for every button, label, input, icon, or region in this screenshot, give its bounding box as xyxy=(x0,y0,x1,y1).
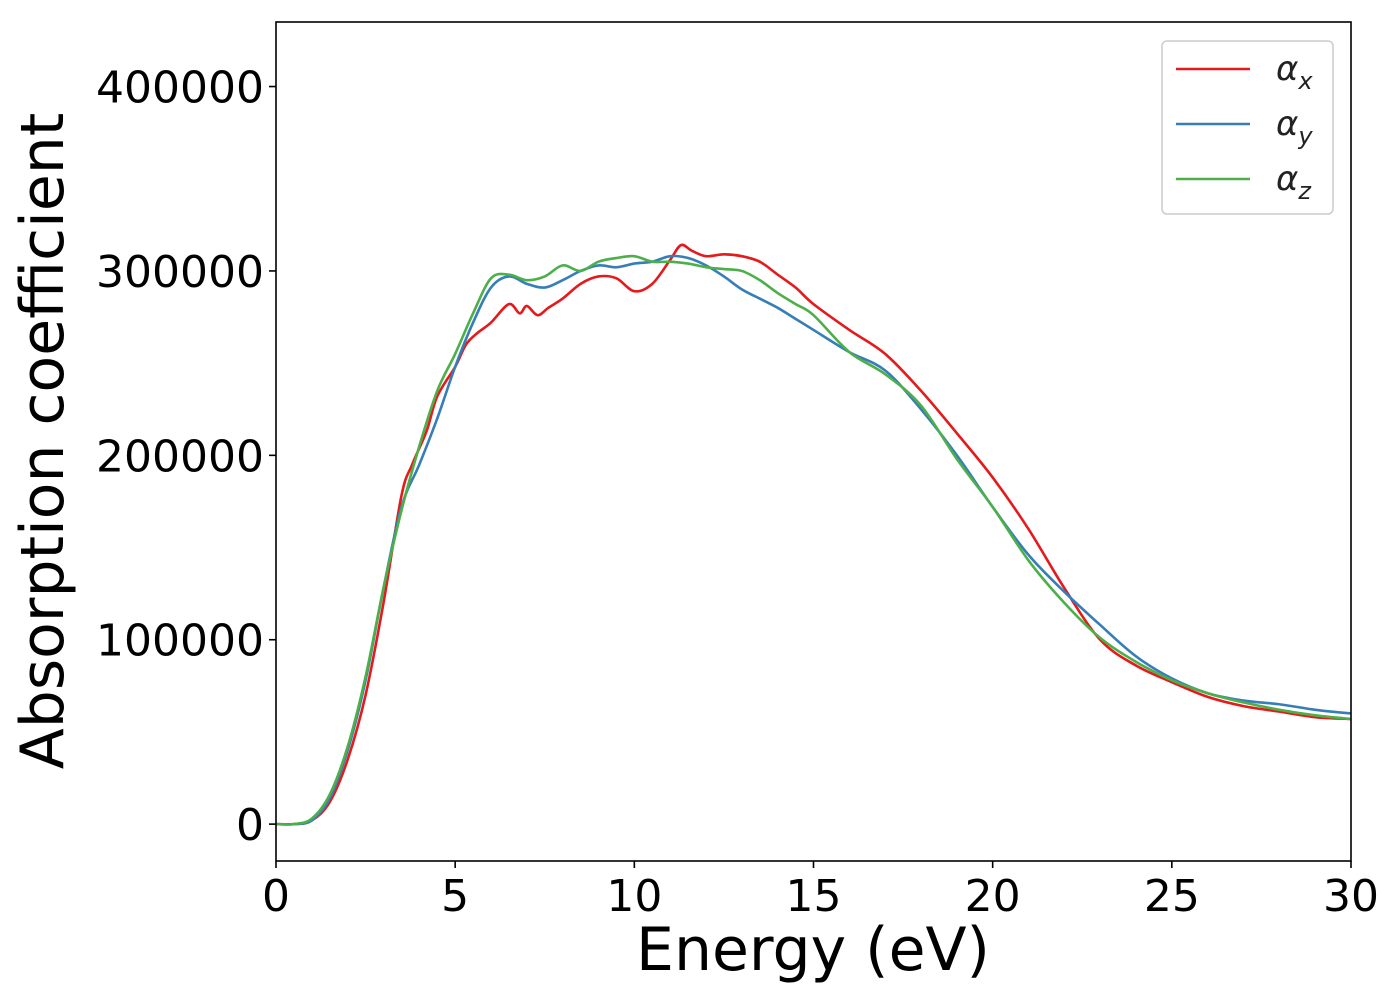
x-tick-label: 5 xyxy=(441,871,469,922)
y-tick-label: 200000 xyxy=(96,431,264,482)
y-axis-title: Absorption coefficient xyxy=(8,113,78,770)
series-line-x xyxy=(276,243,1351,826)
series-layer xyxy=(276,243,1351,826)
x-tick-label: 30 xyxy=(1323,871,1379,922)
x-tick-label: 0 xyxy=(262,871,290,922)
y-tick-label: 0 xyxy=(236,800,264,851)
legend-label-y: αy xyxy=(1276,104,1313,150)
x-tick-label: 25 xyxy=(1144,871,1200,922)
x-axis-title: Energy (eV) xyxy=(636,915,990,985)
x-tick-label: 20 xyxy=(965,871,1021,922)
y-tick-label: 400000 xyxy=(96,63,264,114)
series-line-z xyxy=(276,254,1351,826)
y-tick-label: 300000 xyxy=(96,247,264,298)
legend-label-z: αz xyxy=(1276,159,1312,205)
x-axis: 0 5 10 15 20 25 30 xyxy=(262,861,1379,922)
x-tick-label: 15 xyxy=(786,871,842,922)
legend: αx αy αz xyxy=(1161,40,1334,215)
y-axis: 0 100000 200000 300000 400000 xyxy=(96,63,276,851)
x-tick-label: 10 xyxy=(606,871,662,922)
y-tick-label: 100000 xyxy=(96,616,264,667)
legend-label-x: αx xyxy=(1276,49,1313,95)
legend-box xyxy=(1161,40,1334,215)
